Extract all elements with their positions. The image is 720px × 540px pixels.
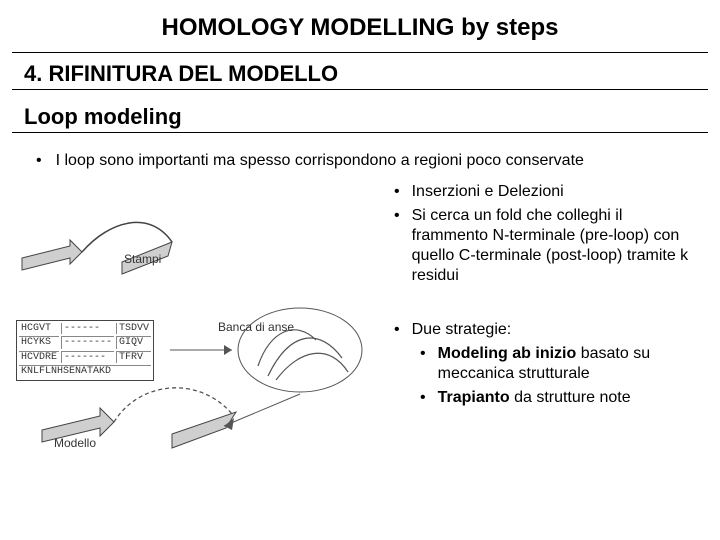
bullet-dot-icon: •: [416, 388, 426, 408]
bullet-text: Trapianto da strutture note: [438, 388, 631, 408]
seq-cell: HCYKS: [19, 336, 59, 349]
list-item: • Inserzioni e Delezioni: [390, 182, 702, 202]
bullet-dot-icon: •: [390, 320, 400, 340]
content-row: Stampi Banca di anse Modello HCGVT -----…: [0, 172, 720, 470]
seq-cell: TSDVV: [116, 323, 151, 335]
bold-term: Modeling ab inizio: [438, 345, 577, 362]
subtitle: Loop modeling: [0, 90, 720, 130]
seq-cell: HCGVT: [19, 323, 59, 335]
seq-cell: -------: [61, 351, 114, 364]
page-title: HOMOLOGY MODELLING by steps: [0, 0, 720, 50]
seq-cell: KNLFLNHSENATAKD: [19, 365, 151, 378]
label-banca: Banca di anse: [218, 320, 294, 334]
table-row: HCVDRE ------- TFRV: [19, 351, 151, 364]
bullet-text: Due strategie:: [412, 320, 512, 340]
list-item: • Due strategie:: [390, 320, 702, 340]
bullet-text: Inserzioni e Delezioni: [412, 182, 564, 202]
bullet-dot-icon: •: [416, 344, 426, 384]
main-bullet-row: • I loop sono importanti ma spesso corri…: [0, 133, 720, 172]
main-bullet-text: I loop sono importanti ma spesso corrisp…: [56, 151, 584, 172]
seq-alignment-table: HCGVT ------ TSDVV HCYKS -------- GIQV H…: [16, 320, 154, 381]
list-item: • Trapianto da strutture note: [416, 388, 702, 408]
bullet-text: Modeling ab inizio basato su meccanica s…: [438, 344, 702, 384]
bullet-dot-icon: •: [390, 182, 400, 202]
seq-cell: ------: [61, 323, 114, 335]
list-item: • Si cerca un fold che colleghi il framm…: [390, 206, 702, 286]
bold-term: Trapianto: [438, 389, 510, 406]
list-item: • Modeling ab inizio basato su meccanica…: [416, 344, 702, 384]
remainder-text: da strutture note: [510, 389, 631, 406]
seq-cell: HCVDRE: [19, 351, 59, 364]
right-column: • Inserzioni e Delezioni • Si cerca un f…: [390, 180, 720, 470]
table-row: HCYKS -------- GIQV: [19, 336, 151, 349]
label-modello: Modello: [54, 436, 96, 450]
section-title: 4. RIFINITURA DEL MODELLO: [0, 53, 720, 87]
illustration: Stampi Banca di anse Modello HCGVT -----…: [0, 180, 390, 470]
seq-cell: GIQV: [116, 336, 151, 349]
seq-cell: --------: [61, 336, 114, 349]
bullet-text: Si cerca un fold che colleghi il frammen…: [412, 206, 702, 286]
seq-cell: TFRV: [116, 351, 151, 364]
bullet-dot-icon: •: [36, 151, 42, 172]
table-row: HCGVT ------ TSDVV: [19, 323, 151, 335]
bullet-dot-icon: •: [390, 206, 400, 286]
table-row: KNLFLNHSENATAKD: [19, 365, 151, 378]
label-stampi: Stampi: [124, 252, 161, 266]
